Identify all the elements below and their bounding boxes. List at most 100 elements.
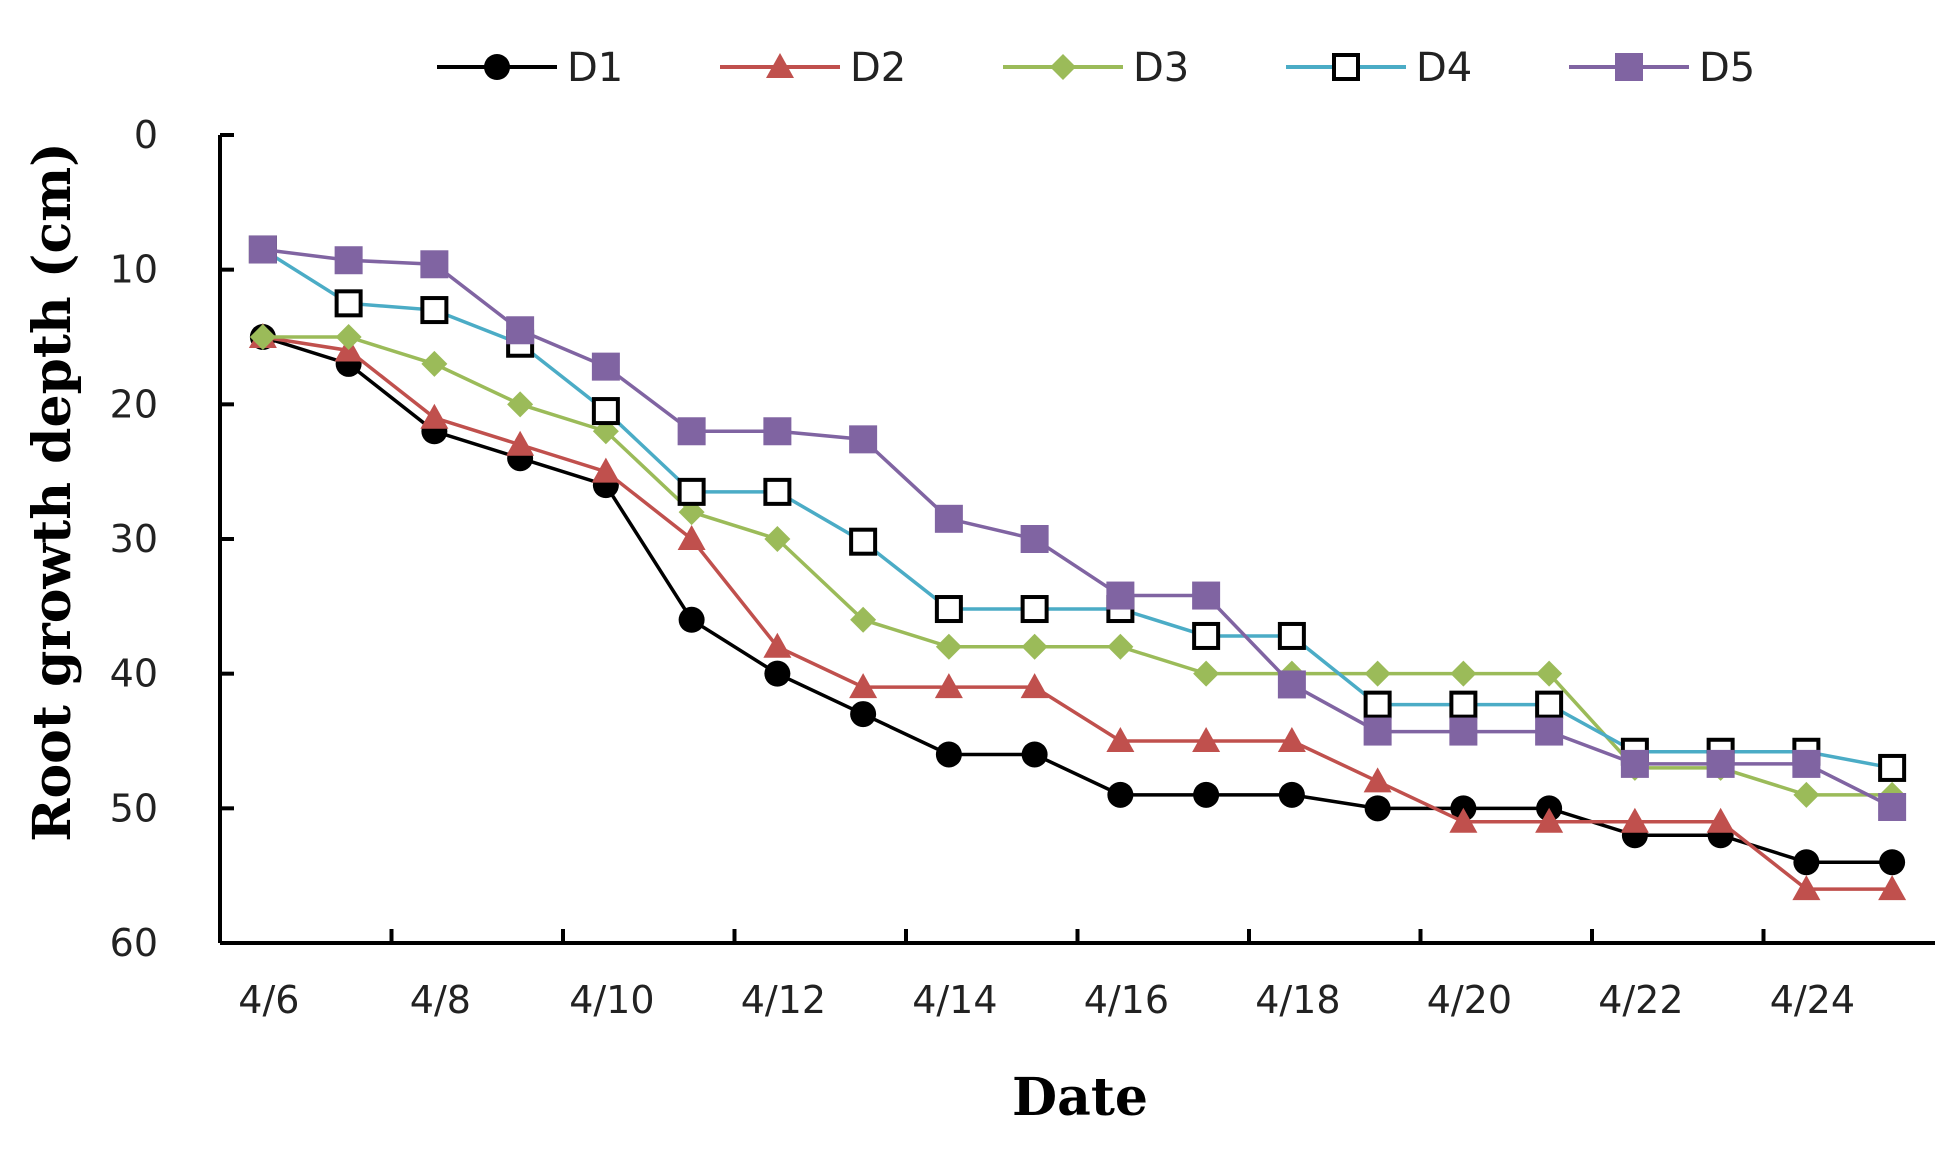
series-group	[248, 235, 1907, 901]
data-point-D2	[1620, 807, 1649, 833]
legend-marker-D3	[1050, 54, 1076, 80]
data-point-D3	[764, 526, 791, 552]
data-point-D2	[1020, 673, 1049, 699]
legend: D1 D2 D3 D4 D5	[437, 45, 1755, 91]
x-tick-label: 4/22	[1598, 978, 1683, 1022]
legend-item-D3: D3	[1003, 45, 1189, 91]
data-point-D5	[1878, 792, 1907, 821]
data-point-D4	[1192, 621, 1221, 650]
data-point-D3	[249, 324, 276, 350]
data-point-D4	[1020, 595, 1049, 624]
x-tick-label: 4/12	[741, 978, 826, 1022]
data-point-D2	[1706, 807, 1735, 833]
data-point-D4	[420, 296, 449, 325]
legend-label-D4: D4	[1416, 45, 1472, 91]
data-point-D5	[591, 352, 620, 381]
series-D1	[249, 324, 1906, 876]
data-point-D1	[764, 660, 791, 687]
data-point-D4	[677, 477, 706, 506]
data-point-D3	[1107, 633, 1134, 660]
data-point-D2	[591, 457, 620, 483]
axes: 0 10 20 30 40 50 60 4/6 4/8 4/10 4/12 4/14 4/16 4/18 4…	[110, 113, 1935, 1022]
data-point-D5	[1363, 717, 1392, 746]
data-point-D1	[850, 701, 877, 728]
data-point-D5	[1620, 749, 1649, 778]
x-tick-label: 4/24	[1770, 978, 1855, 1022]
data-point-D5	[334, 246, 363, 275]
data-point-D1	[1278, 781, 1305, 808]
legend-label-D3: D3	[1133, 45, 1189, 91]
x-axis-title: Date	[1012, 1067, 1148, 1128]
data-point-D2	[1277, 727, 1306, 752]
data-point-D4	[763, 477, 792, 506]
data-point-D4	[1449, 690, 1478, 719]
data-point-D2	[849, 673, 878, 699]
data-point-D3	[1450, 660, 1477, 687]
data-point-D4	[1277, 621, 1306, 650]
series-line-D2	[262, 335, 1893, 891]
data-point-D5	[1535, 717, 1564, 746]
legend-item-D2: D2	[720, 45, 906, 91]
data-point-D1	[1364, 795, 1391, 822]
data-point-D4	[1535, 690, 1564, 719]
series-D5	[248, 235, 1907, 821]
data-point-D2	[1363, 767, 1392, 793]
y-tick-label: 40	[110, 652, 158, 696]
data-point-D5	[420, 250, 449, 279]
legend-item-D1: D1	[437, 45, 623, 91]
data-point-D4	[591, 397, 620, 426]
x-tick-label: 4/18	[1255, 978, 1340, 1022]
y-tick-label: 60	[110, 921, 158, 965]
y-tick-label: 30	[110, 517, 158, 561]
data-point-D5	[1706, 749, 1735, 778]
data-point-D3	[850, 606, 877, 633]
data-point-D2	[506, 430, 535, 456]
data-point-D5	[248, 235, 277, 264]
data-point-D5	[1106, 581, 1135, 610]
data-point-D2	[1106, 727, 1135, 752]
series-line-D4	[261, 247, 1893, 770]
data-point-D2	[1192, 727, 1221, 752]
x-tick-label: 4/10	[569, 978, 654, 1022]
data-point-D5	[1792, 749, 1821, 778]
y-tick-label: 10	[110, 248, 158, 292]
legend-label-D1: D1	[567, 45, 623, 91]
data-point-D3	[1193, 660, 1220, 687]
data-point-D2	[934, 673, 963, 699]
data-point-D5	[1020, 525, 1049, 553]
data-point-D4	[1363, 690, 1392, 719]
data-point-D1	[1193, 781, 1220, 808]
data-point-D3	[1536, 660, 1563, 687]
legend-marker-D5	[1615, 53, 1643, 81]
data-point-D1	[935, 741, 962, 768]
series-line-D1	[262, 335, 1893, 864]
data-point-D5	[1277, 670, 1306, 699]
series-D4	[248, 235, 1907, 782]
y-tick-label: 0	[134, 113, 158, 157]
data-point-D3	[421, 350, 448, 377]
data-point-D5	[934, 504, 963, 533]
legend-marker-D2	[766, 53, 794, 78]
data-point-D1	[1879, 849, 1906, 876]
data-point-D3	[1364, 660, 1391, 687]
x-tick-label: 4/8	[410, 978, 471, 1022]
y-axis-title: Root growth depth (cm)	[22, 142, 83, 841]
data-point-D4	[334, 289, 363, 318]
data-point-D4	[849, 527, 878, 556]
data-point-D5	[677, 417, 706, 446]
data-point-D2	[1449, 807, 1478, 833]
data-point-D3	[507, 391, 534, 418]
y-tick-label: 20	[110, 382, 158, 426]
data-point-D3	[1021, 633, 1048, 660]
data-point-D1	[1793, 849, 1820, 876]
data-point-D2	[420, 403, 449, 429]
data-point-D2	[1535, 807, 1564, 833]
x-tick-label: 4/16	[1084, 978, 1169, 1022]
data-point-D3	[1793, 781, 1820, 808]
legend-label-D2: D2	[850, 45, 906, 91]
legend-marker-D4	[1332, 53, 1360, 81]
series-D2	[248, 323, 1907, 901]
data-point-D5	[849, 425, 878, 454]
